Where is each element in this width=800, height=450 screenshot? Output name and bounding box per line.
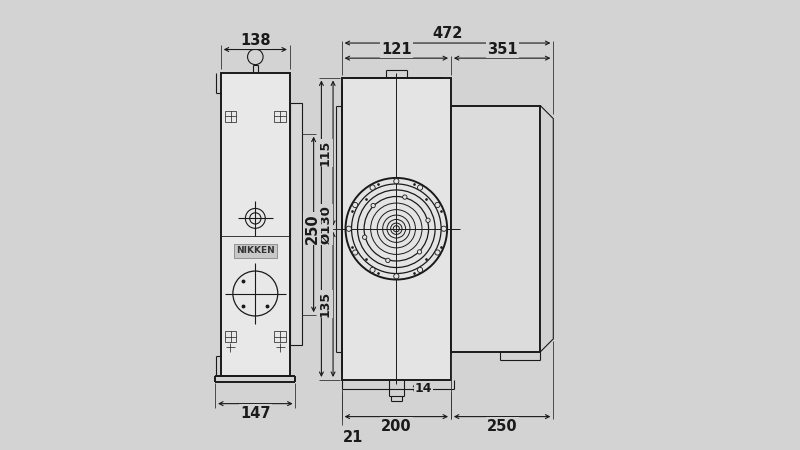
Circle shape [371, 203, 375, 208]
Circle shape [418, 185, 422, 190]
Text: 21: 21 [342, 430, 363, 445]
Text: Ø130: Ø130 [319, 205, 332, 244]
Polygon shape [540, 106, 554, 352]
Circle shape [402, 195, 407, 199]
Circle shape [394, 179, 399, 184]
Text: 200: 200 [381, 418, 412, 434]
Circle shape [346, 226, 351, 231]
Circle shape [370, 185, 375, 190]
Bar [225, 111, 236, 122]
Text: 135: 135 [318, 291, 332, 317]
Text: 250: 250 [304, 213, 319, 244]
Circle shape [435, 250, 440, 255]
Bar [274, 331, 286, 342]
Circle shape [386, 258, 390, 262]
Text: 472: 472 [432, 26, 462, 40]
Text: 250: 250 [487, 418, 518, 434]
Text: 14: 14 [414, 382, 432, 395]
Bar [225, 331, 236, 342]
Bar [290, 104, 302, 345]
Circle shape [353, 202, 358, 207]
Text: NIKKEN: NIKKEN [236, 246, 274, 255]
Circle shape [362, 235, 367, 239]
Bar [221, 73, 290, 376]
Circle shape [426, 218, 430, 222]
Text: 147: 147 [240, 405, 270, 421]
Circle shape [418, 250, 422, 254]
Bar [342, 77, 451, 380]
Circle shape [370, 267, 375, 273]
Circle shape [353, 250, 358, 255]
Bar [274, 111, 286, 122]
Circle shape [435, 202, 440, 207]
Circle shape [418, 267, 422, 273]
Text: 115: 115 [318, 140, 332, 166]
Text: 138: 138 [240, 32, 270, 48]
Bar [451, 106, 540, 352]
Circle shape [394, 274, 399, 279]
Circle shape [442, 226, 446, 231]
Text: 121: 121 [381, 42, 412, 57]
Text: 351: 351 [487, 42, 518, 57]
